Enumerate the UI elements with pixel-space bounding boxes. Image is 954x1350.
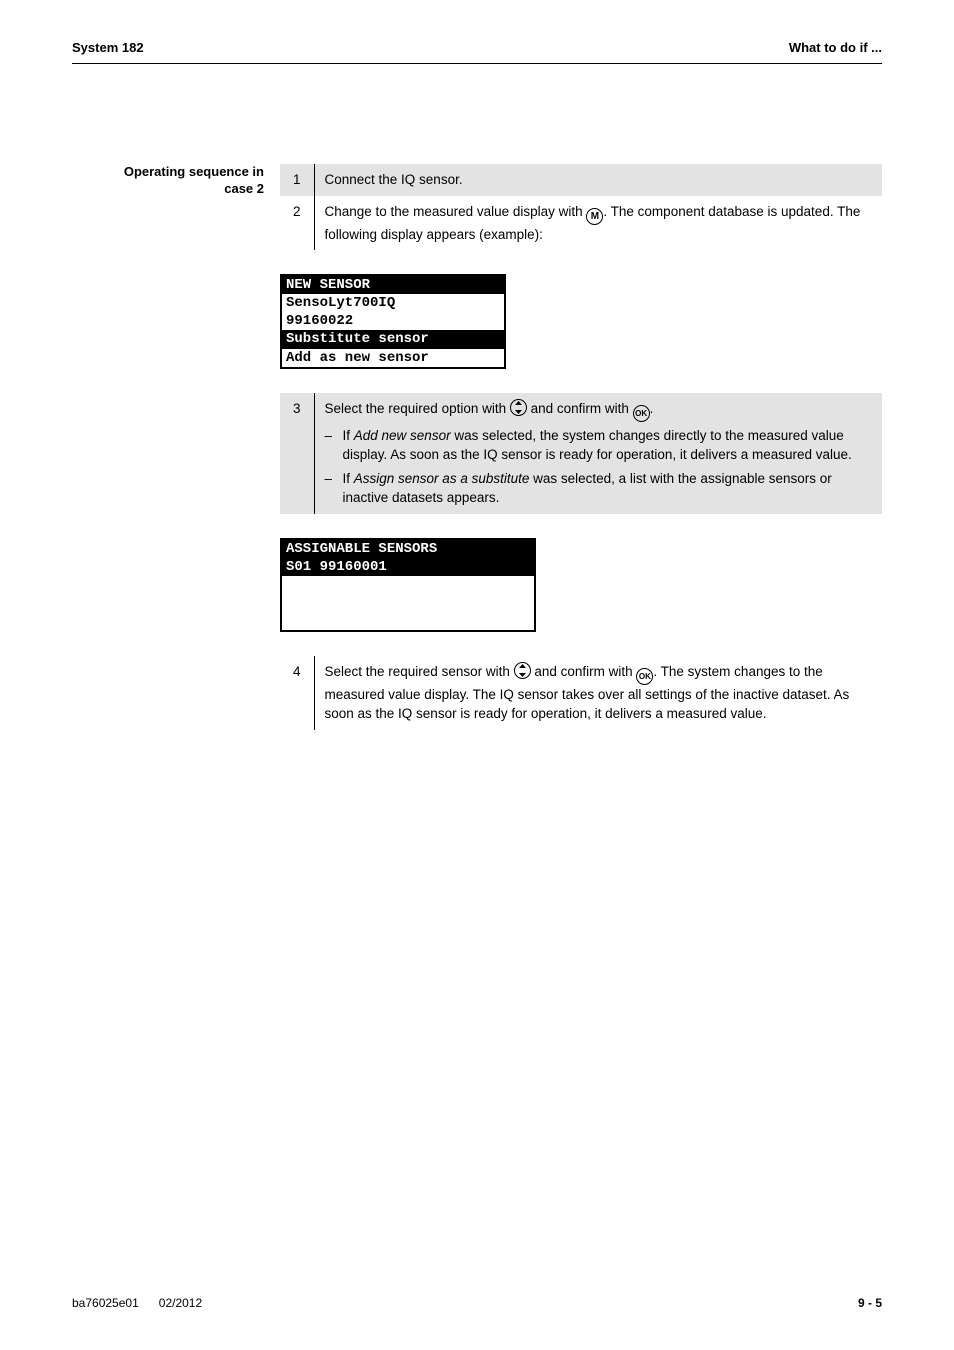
lcd-assignable-sensors: ASSIGNABLE SENSORS S01 99160001 xyxy=(280,538,536,632)
steps-table-2: 3 Select the required option with and co… xyxy=(280,393,882,514)
footer-date: 02/2012 xyxy=(159,1296,202,1310)
step-3-bullet-2: If Assign sensor as a substitute was sel… xyxy=(343,469,873,508)
side-heading-l2: case 2 xyxy=(224,181,264,196)
lcd1-line-2: 99160022 xyxy=(282,312,504,330)
steps-table-1: 1 Connect the IQ sensor. 2 Change to the… xyxy=(280,164,882,250)
lcd2-line-blank3 xyxy=(282,612,534,630)
page-footer: ba76025e01 02/2012 9 - 5 xyxy=(72,1296,882,1310)
side-heading-l1: Operating sequence in xyxy=(124,164,264,179)
step-4-body: Select the required sensor with and conf… xyxy=(314,656,882,730)
footer-doc-id: ba76025e01 xyxy=(72,1296,139,1310)
lcd1-title: NEW SENSOR xyxy=(282,276,504,294)
lcd1-line-3: Substitute sensor xyxy=(282,330,504,348)
step-4-num: 4 xyxy=(280,656,314,730)
steps-table-3: 4 Select the required sensor with and co… xyxy=(280,656,882,730)
lcd1-line-1: SensoLyt700IQ xyxy=(282,294,504,312)
step-3-lead-mid: and confirm with xyxy=(527,401,633,416)
header-left: System 182 xyxy=(72,40,144,55)
bullet-dash: – xyxy=(325,426,343,465)
step-4-mid: and confirm with xyxy=(531,664,637,679)
step-1-num: 1 xyxy=(280,164,314,196)
b1-pre: If xyxy=(343,428,354,443)
m-icon: M xyxy=(586,208,603,225)
step-3-lead-pre: Select the required option with xyxy=(325,401,510,416)
step-3-lead-post: . xyxy=(650,401,654,416)
lcd2-line-1: S01 99160001 xyxy=(282,558,534,576)
step-2-text: Change to the measured value display wit… xyxy=(314,196,882,251)
bullet-dash: – xyxy=(325,469,343,508)
step-3-body: Select the required option with and conf… xyxy=(314,393,882,514)
lcd-new-sensor: NEW SENSOR SensoLyt700IQ 99160022 Substi… xyxy=(280,274,506,368)
b2-em: Assign sensor as a substitute xyxy=(354,471,530,486)
step-3-num: 3 xyxy=(280,393,314,514)
lcd2-title: ASSIGNABLE SENSORS xyxy=(282,540,534,558)
step-2-pre: Change to the measured value display wit… xyxy=(325,204,587,219)
b2-pre: If xyxy=(343,471,354,486)
lcd2-line-blank2 xyxy=(282,594,534,612)
step-4-pre: Select the required sensor with xyxy=(325,664,514,679)
lcd1-line-4: Add as new sensor xyxy=(282,349,504,367)
side-heading: Operating sequence in case 2 xyxy=(72,164,264,198)
step-2-num: 2 xyxy=(280,196,314,251)
updown-icon xyxy=(514,662,531,679)
lcd2-line-blank1 xyxy=(282,576,534,594)
step-3-bullet-1: If Add new sensor was selected, the syst… xyxy=(343,426,873,465)
ok-icon: OK xyxy=(636,668,653,685)
b1-em: Add new sensor xyxy=(354,428,451,443)
header-right: What to do if ... xyxy=(789,40,882,55)
footer-page: 9 - 5 xyxy=(858,1296,882,1310)
step-1-text: Connect the IQ sensor. xyxy=(314,164,882,196)
ok-icon: OK xyxy=(633,405,650,422)
updown-icon xyxy=(510,399,527,416)
